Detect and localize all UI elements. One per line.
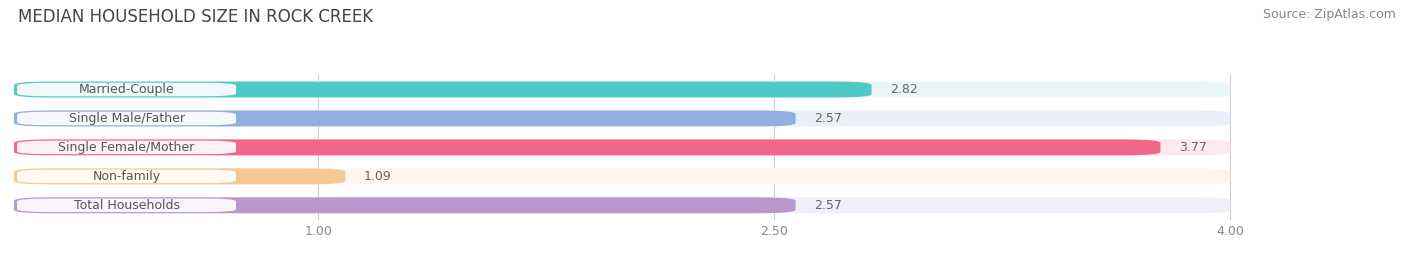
FancyBboxPatch shape — [14, 139, 1230, 155]
FancyBboxPatch shape — [17, 83, 236, 96]
Text: Source: ZipAtlas.com: Source: ZipAtlas.com — [1263, 8, 1396, 21]
Text: 1.09: 1.09 — [364, 170, 391, 183]
FancyBboxPatch shape — [14, 81, 872, 98]
FancyBboxPatch shape — [14, 110, 1230, 126]
Text: 2.82: 2.82 — [890, 83, 918, 96]
FancyBboxPatch shape — [17, 112, 236, 125]
Text: Single Male/Father: Single Male/Father — [69, 112, 184, 125]
FancyBboxPatch shape — [14, 197, 796, 213]
Text: MEDIAN HOUSEHOLD SIZE IN ROCK CREEK: MEDIAN HOUSEHOLD SIZE IN ROCK CREEK — [18, 8, 374, 26]
Text: 2.57: 2.57 — [814, 199, 842, 212]
FancyBboxPatch shape — [17, 141, 236, 154]
Text: 3.77: 3.77 — [1178, 141, 1206, 154]
FancyBboxPatch shape — [14, 81, 1230, 98]
Text: Married-Couple: Married-Couple — [79, 83, 174, 96]
FancyBboxPatch shape — [14, 168, 346, 184]
Text: Total Households: Total Households — [73, 199, 180, 212]
FancyBboxPatch shape — [17, 170, 236, 183]
Text: 2.57: 2.57 — [814, 112, 842, 125]
FancyBboxPatch shape — [17, 199, 236, 212]
Text: Non-family: Non-family — [93, 170, 160, 183]
FancyBboxPatch shape — [14, 110, 796, 126]
FancyBboxPatch shape — [14, 197, 1230, 213]
Text: Single Female/Mother: Single Female/Mother — [59, 141, 194, 154]
FancyBboxPatch shape — [14, 168, 1230, 184]
FancyBboxPatch shape — [14, 139, 1160, 155]
